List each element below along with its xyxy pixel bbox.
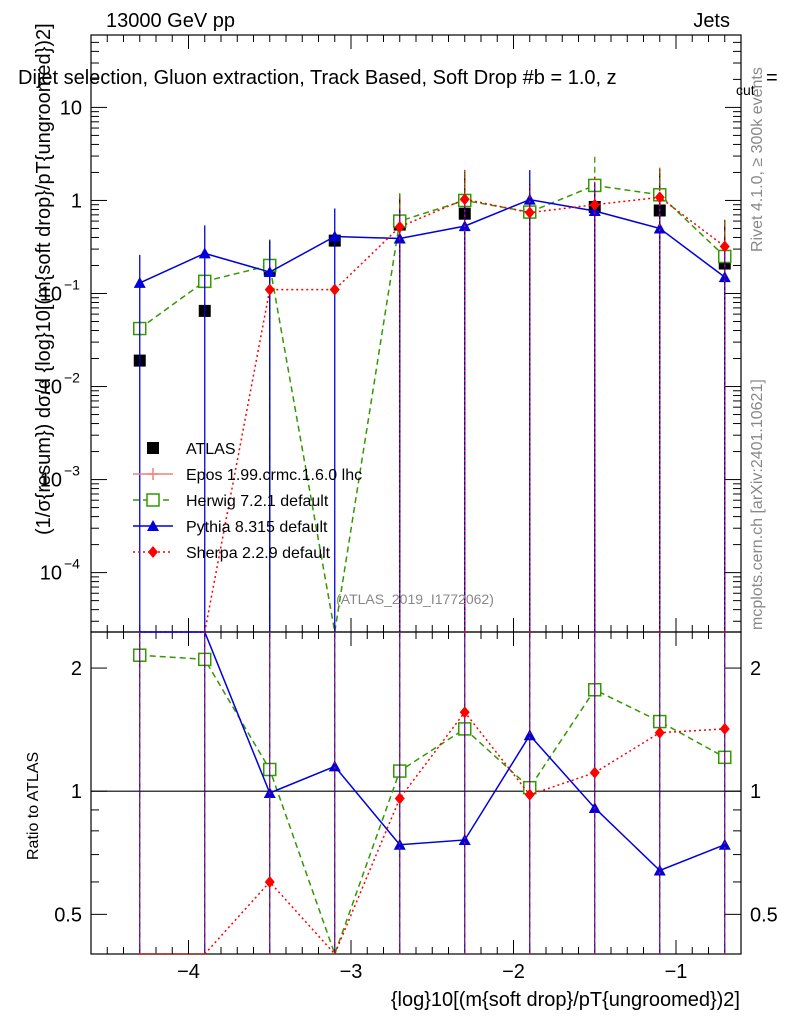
ratio-point xyxy=(654,726,665,739)
ratio-point xyxy=(264,875,275,888)
y-tick-label-ratio: 1 xyxy=(71,781,82,803)
data-point xyxy=(589,198,600,211)
mcplots-label: mcplots.cern.ch [arXiv:2401.10621] xyxy=(749,379,766,630)
y-tick-label-ratio-right: 0.5 xyxy=(750,904,778,926)
ratio-line xyxy=(139,654,726,957)
energy-label: 13000 GeV pp xyxy=(106,10,235,32)
rivet-label: Rivet 4.1.0, ≥ 300k events xyxy=(749,67,766,252)
x-axis-label: {log}10[(m{soft drop}/pT{ungroomed})2] xyxy=(391,989,740,1011)
y-tick-label-main-exp: −2 xyxy=(64,370,80,386)
y-tick-label-main: 10 xyxy=(40,283,62,305)
series-sherpa xyxy=(139,168,730,633)
main-panel-frame xyxy=(90,34,742,633)
x-tick-label: −4 xyxy=(177,961,200,983)
y-tick-label-ratio: 0.5 xyxy=(54,904,82,926)
legend-label: Herwig 7.2.1 default xyxy=(186,493,329,510)
ratio-panel-frame xyxy=(90,631,742,955)
y-tick-label-main: 1 xyxy=(71,190,82,212)
ratio-point xyxy=(524,788,535,801)
analysis-id: (ATLAS_2019_I1772062) xyxy=(336,591,494,607)
series-atlas xyxy=(133,170,731,632)
x-tick-label: −1 xyxy=(665,961,688,983)
ratio-ylabel: Ratio to ATLAS xyxy=(25,752,42,860)
y-tick-label-ratio-right: 2 xyxy=(750,658,761,680)
legend-marker xyxy=(147,468,159,480)
legend-marker xyxy=(147,520,159,531)
legend: ATLAS Epos 1.99.crmc.1.6.0 lhc Herwig 7.2.… xyxy=(133,441,362,562)
ratio-point xyxy=(589,766,600,779)
data-point xyxy=(653,222,666,234)
y-tick-label-main-exp: −3 xyxy=(64,463,80,479)
plot-title-sub: cut xyxy=(736,82,755,98)
ratio-point xyxy=(393,838,406,850)
plot-title: Dijet selection, Gluon extraction, Track… xyxy=(18,67,617,89)
ratio-point xyxy=(719,722,730,735)
data-point xyxy=(654,191,665,204)
series-line xyxy=(139,184,726,633)
legend-marker xyxy=(146,493,160,507)
y-tick-label-main: 10 xyxy=(40,470,62,492)
y-tick-label-main-exp: −1 xyxy=(64,276,80,292)
main-ylabel: (1/σ{resum}) dσ/d {log}10[(m{soft drop}/… xyxy=(33,23,55,535)
ratio-point xyxy=(523,729,536,741)
ratio-series-sherpa xyxy=(139,632,730,956)
data-point xyxy=(133,276,146,288)
data-point xyxy=(329,283,340,296)
legend-marker xyxy=(147,442,159,454)
ratio-point xyxy=(458,833,471,845)
data-point xyxy=(394,220,405,233)
ratio-line xyxy=(139,631,726,872)
data-point xyxy=(264,283,275,296)
ratio-line xyxy=(139,710,725,956)
y-tick-label-main: 10 xyxy=(40,377,62,399)
y-tick-label-main: 10 xyxy=(60,97,82,119)
y-tick-label-ratio-right: 1 xyxy=(750,781,761,803)
series-pythia xyxy=(133,170,731,632)
ratio-series-herwig xyxy=(133,632,732,957)
data-point xyxy=(198,247,211,259)
legend-label: Epos 1.99.crmc.1.6.0 lhc xyxy=(186,467,362,484)
series-line xyxy=(139,198,726,284)
series-line xyxy=(139,196,726,633)
y-tick-label-main: 10 xyxy=(40,563,62,585)
ratio-point xyxy=(328,760,341,772)
y-tick-label-main-exp: −4 xyxy=(64,556,80,572)
x-tick-label: −3 xyxy=(340,961,363,983)
ratio-point xyxy=(394,792,405,805)
legend-label: Pythia 8.315 default xyxy=(186,519,328,536)
data-point xyxy=(459,193,470,206)
plot-title-tail: = xyxy=(766,67,778,89)
data-point xyxy=(524,206,535,219)
legend-marker xyxy=(148,546,158,558)
y-tick-label-ratio: 2 xyxy=(71,658,82,680)
ratio-point xyxy=(459,706,470,719)
x-tick-label: −2 xyxy=(502,961,525,983)
data-point xyxy=(263,266,276,278)
ratio-point xyxy=(718,838,731,850)
data-point xyxy=(328,230,341,242)
data-point xyxy=(523,193,536,205)
ratio-series-pythia xyxy=(139,631,731,954)
category-label: Jets xyxy=(693,10,730,32)
data-point xyxy=(719,240,730,253)
ratio-point xyxy=(653,864,666,876)
legend-label: Sherpa 2.2.9 default xyxy=(186,545,331,562)
legend-label: ATLAS xyxy=(186,441,236,458)
